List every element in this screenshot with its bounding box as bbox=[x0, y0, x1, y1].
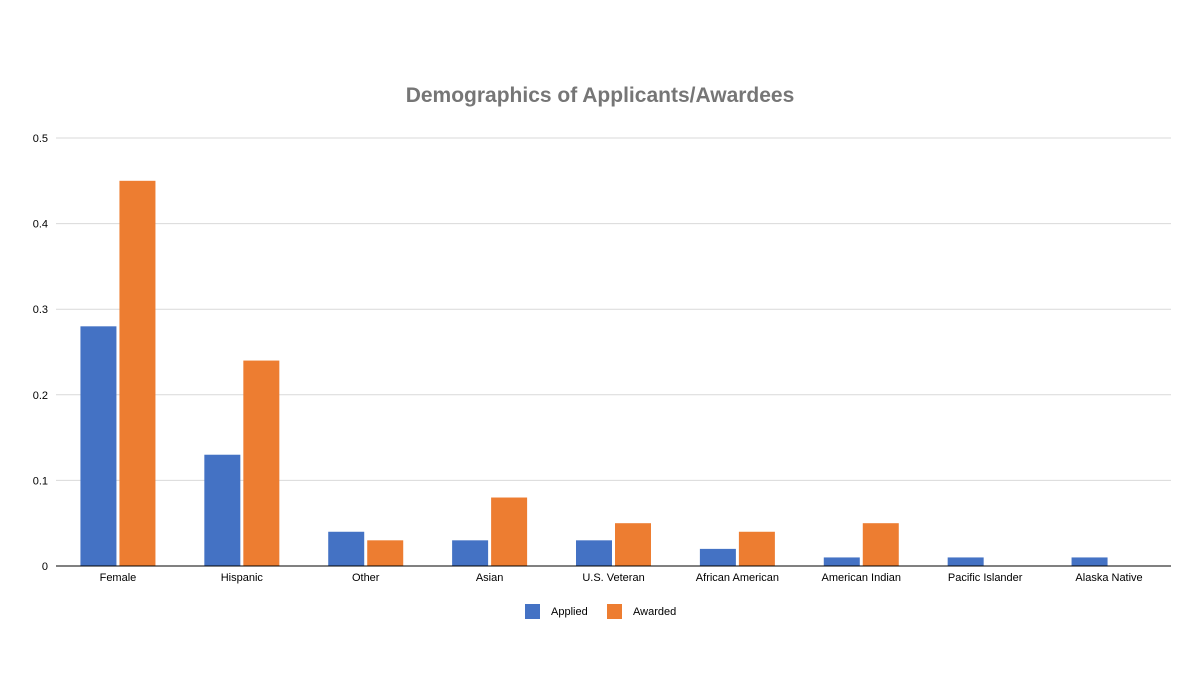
bar-applied-asian bbox=[452, 540, 489, 566]
bar-awarded-u-s-veteran bbox=[615, 523, 651, 566]
x-tick-label: U.S. Veteran bbox=[582, 572, 644, 584]
y-axis-ticks: 0 0.1 0.2 0.3 0.4 0.5 bbox=[33, 133, 48, 573]
gridlines bbox=[56, 137, 1171, 481]
x-tick-label: Other bbox=[352, 572, 380, 584]
x-tick-label: African American bbox=[696, 572, 779, 584]
legend: Applied Awarded bbox=[525, 604, 676, 619]
bar-applied-female bbox=[80, 326, 117, 566]
bar-awarded-hispanic bbox=[243, 360, 280, 566]
x-tick-label: Hispanic bbox=[221, 572, 264, 584]
y-tick-label: 0.2 bbox=[33, 390, 48, 402]
legend-label-awarded: Awarded bbox=[633, 606, 676, 618]
bar-awarded-american-indian bbox=[862, 523, 899, 566]
x-tick-label: American Indian bbox=[822, 572, 902, 584]
x-axis-ticks: Female Hispanic Other Asian U.S. Veteran Afri… bbox=[100, 572, 1143, 584]
bar-applied-u-s-veteran bbox=[576, 540, 612, 566]
y-tick-label: 0.4 bbox=[33, 219, 48, 231]
bar-awarded-other bbox=[367, 540, 404, 566]
bar-applied-american-indian bbox=[823, 557, 860, 566]
chart-title: Demographics of Applicants/Awardees bbox=[405, 84, 795, 107]
y-tick-label: 0.5 bbox=[33, 133, 48, 145]
bars bbox=[80, 180, 1108, 567]
bar-awarded-female bbox=[119, 180, 156, 567]
bar-applied-other bbox=[328, 531, 365, 566]
bar-applied-alaska-native bbox=[1071, 557, 1108, 566]
y-tick-label: 0.1 bbox=[33, 475, 48, 487]
x-tick-label: Female bbox=[100, 572, 137, 584]
bar-applied-pacific-islander bbox=[947, 557, 984, 566]
bar-awarded-african-american bbox=[738, 531, 775, 566]
bar-applied-hispanic bbox=[204, 454, 241, 566]
legend-swatch-awarded bbox=[607, 604, 622, 619]
bar-awarded-asian bbox=[491, 497, 528, 566]
x-tick-label: Pacific Islander bbox=[948, 572, 1023, 584]
x-tick-label: Alaska Native bbox=[1075, 572, 1142, 584]
x-tick-label: Asian bbox=[476, 572, 504, 584]
legend-label-applied: Applied bbox=[551, 606, 588, 618]
y-tick-label: 0 bbox=[42, 561, 48, 573]
legend-swatch-applied bbox=[525, 604, 540, 619]
y-tick-label: 0.3 bbox=[33, 304, 48, 316]
bar-applied-african-american bbox=[699, 548, 736, 566]
